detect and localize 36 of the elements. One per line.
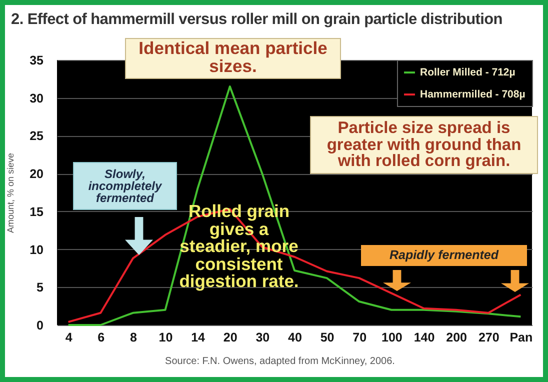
source-note: Source: F.N. Owens, adapted from McKinney, 2006. [165, 356, 395, 367]
callout-box: Identical mean particle sizes. [125, 38, 341, 79]
callout-box: Rapidly fermented [361, 245, 527, 266]
x-tick-label: 100 [382, 330, 402, 344]
x-tick-label: 20 [223, 330, 238, 344]
x-tick-label: 140 [414, 330, 435, 344]
x-tick-label: 40 [288, 330, 302, 344]
x-tick-label: 14 [191, 330, 206, 344]
x-tick-label: 10 [158, 330, 173, 344]
x-tick-label: 30 [256, 330, 270, 344]
y-tick-label: 35 [30, 54, 44, 68]
y-axis-title: Amount, % on sieve [6, 152, 16, 234]
x-tick-label: Pan [510, 330, 533, 344]
y-tick-label: 20 [30, 167, 44, 182]
y-tick-label: 5 [36, 280, 44, 295]
x-tick-label: 6 [98, 330, 105, 344]
annotation: Identical mean particle sizes. [138, 38, 328, 76]
annotation: Particle size spread is greater with ground than with rolled corn grain. [326, 119, 522, 170]
legend-label: Hammermilled - 708µ [420, 88, 526, 100]
callout-box: Slowly, incompletely fermented [73, 162, 177, 210]
y-tick-label: 30 [30, 91, 44, 106]
annotation: Slowly, incompletely fermented [88, 167, 162, 205]
callout-box: Particle size spread is greater with ground than with rolled corn grain. [310, 116, 538, 174]
x-tick-label: 50 [320, 330, 334, 344]
y-tick-label: 0 [36, 318, 44, 332]
annotation: Rapidly fermented [389, 248, 499, 262]
y-tick-label: 15 [30, 204, 44, 219]
x-tick-label: 8 [130, 330, 137, 344]
x-tick-label: 270 [478, 330, 500, 344]
x-tick-label: 70 [352, 330, 367, 344]
legend-label: Roller Milled - 712µ [420, 66, 516, 78]
y-tick-label: 10 [30, 242, 44, 257]
x-tick-label: 4 [65, 330, 72, 344]
y-tick-label: 25 [30, 129, 44, 144]
chart-title: 2. Effect of hammermill versus roller mill on grain particle distribution [11, 11, 504, 29]
x-tick-label: 200 [446, 330, 468, 344]
